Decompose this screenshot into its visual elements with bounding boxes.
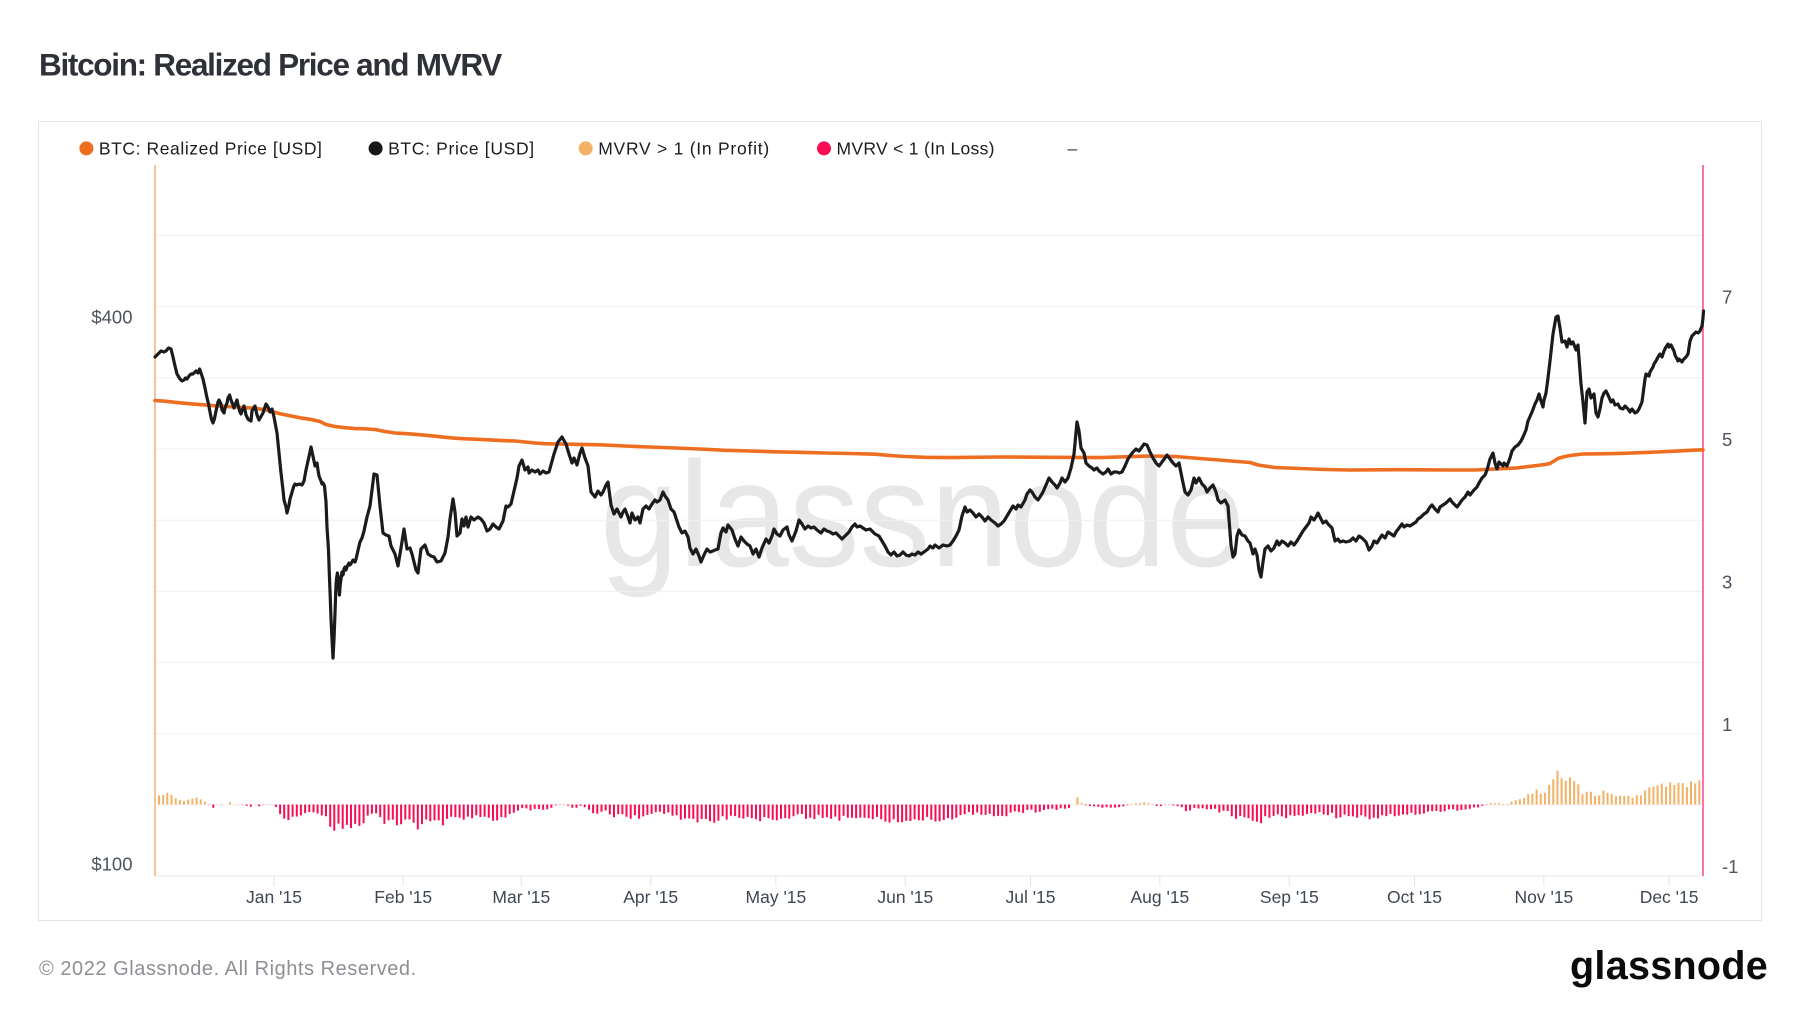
svg-text:BTC: Realized Price [USD]: BTC: Realized Price [USD] [99, 139, 323, 159]
svg-text:glassnode: glassnode [1570, 944, 1768, 988]
svg-text:$100: $100 [91, 853, 132, 874]
svg-text:7: 7 [1722, 287, 1732, 308]
svg-text:Jan '15: Jan '15 [246, 887, 302, 907]
svg-text:Aug '15: Aug '15 [1130, 887, 1189, 907]
svg-text:1: 1 [1722, 714, 1732, 735]
svg-text:BTC: Price [USD]: BTC: Price [USD] [388, 139, 535, 159]
svg-text:May '15: May '15 [746, 887, 807, 907]
svg-text:Apr '15: Apr '15 [623, 887, 678, 907]
svg-text:Jul '15: Jul '15 [1005, 887, 1055, 907]
svg-text:Jun '15: Jun '15 [877, 887, 933, 907]
svg-text:MVRV > 1 (In Profit): MVRV > 1 (In Profit) [598, 139, 770, 159]
svg-text:Dec '15: Dec '15 [1640, 887, 1699, 907]
svg-text:Oct '15: Oct '15 [1387, 887, 1442, 907]
svg-text:–: – [1068, 139, 1078, 159]
svg-text:$400: $400 [91, 306, 132, 327]
svg-text:Mar '15: Mar '15 [492, 887, 550, 907]
svg-text:MVRV < 1 (In Loss): MVRV < 1 (In Loss) [837, 139, 995, 159]
svg-text:-1: -1 [1722, 856, 1738, 877]
svg-text:Sep '15: Sep '15 [1260, 887, 1319, 907]
svg-text:Bitcoin: Realized Price and MV: Bitcoin: Realized Price and MVRV [39, 46, 502, 82]
svg-text:Feb '15: Feb '15 [374, 887, 432, 907]
svg-text:© 2022 Glassnode. All Rights R: © 2022 Glassnode. All Rights Reserved. [39, 958, 417, 980]
svg-text:Nov '15: Nov '15 [1515, 887, 1574, 907]
svg-text:3: 3 [1722, 571, 1732, 592]
svg-text:5: 5 [1722, 429, 1732, 450]
